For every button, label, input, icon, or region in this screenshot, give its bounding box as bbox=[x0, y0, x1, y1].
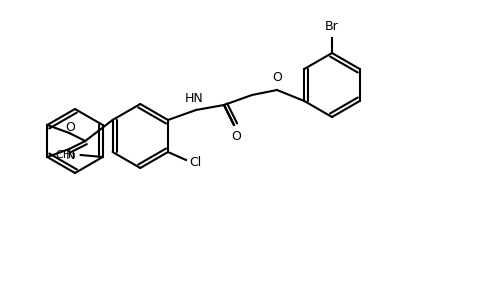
Text: O: O bbox=[272, 71, 282, 84]
Text: O: O bbox=[66, 120, 75, 133]
Text: O: O bbox=[231, 130, 241, 143]
Text: N: N bbox=[66, 149, 75, 162]
Text: Br: Br bbox=[325, 20, 339, 33]
Text: CH₃: CH₃ bbox=[55, 150, 76, 160]
Text: HN: HN bbox=[185, 92, 203, 105]
Text: Cl: Cl bbox=[189, 155, 201, 168]
